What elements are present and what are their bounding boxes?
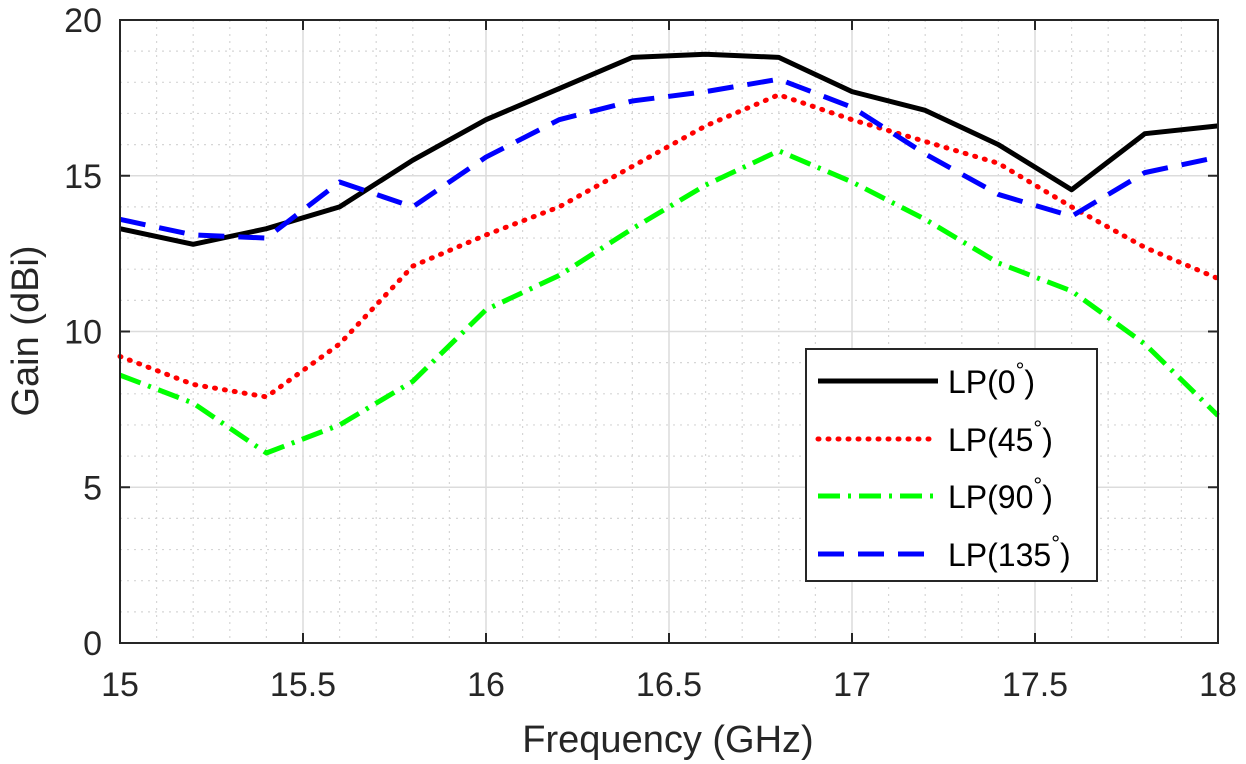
y-tick-label: 20 bbox=[64, 2, 102, 40]
legend: LP(0°) LP(45°) LP(90°) LP(135°) bbox=[805, 348, 1098, 582]
legend-label-4: LP(135°) bbox=[948, 531, 1071, 573]
y-tick-label: 15 bbox=[64, 158, 102, 196]
x-tick-label: 15.5 bbox=[270, 666, 336, 704]
x-tick-label: 16.5 bbox=[636, 666, 702, 704]
y-tick-label: 0 bbox=[83, 625, 102, 663]
y-axis-ticks: 0 5 10 15 20 bbox=[64, 2, 1218, 663]
series-line-1 bbox=[119, 51, 1219, 247]
x-tick-label: 16 bbox=[467, 666, 505, 704]
x-axis-ticks: 15 15.5 16 16.5 17 17.5 18 bbox=[101, 20, 1237, 704]
series-line-3 bbox=[119, 148, 1220, 456]
legend-label-2: LP(45°) bbox=[948, 416, 1053, 458]
series-line-2 bbox=[117, 92, 1221, 400]
series-layer bbox=[117, 51, 1221, 456]
legend-label-3: LP(90°) bbox=[948, 473, 1053, 515]
x-tick-label: 17 bbox=[833, 666, 871, 704]
legend-box bbox=[805, 348, 1098, 582]
y-tick-label: 10 bbox=[64, 314, 102, 352]
legend-label-1: LP(0°) bbox=[948, 358, 1035, 400]
y-axis-label: Gain (dBi) bbox=[5, 245, 47, 416]
x-tick-label: 18 bbox=[1199, 666, 1237, 704]
y-tick-label: 5 bbox=[83, 469, 102, 507]
x-tick-label: 15 bbox=[101, 666, 139, 704]
x-tick-label: 17.5 bbox=[1002, 666, 1068, 704]
x-axis-label: Frequency (GHz) bbox=[522, 719, 813, 761]
series-line-4 bbox=[119, 76, 1219, 241]
